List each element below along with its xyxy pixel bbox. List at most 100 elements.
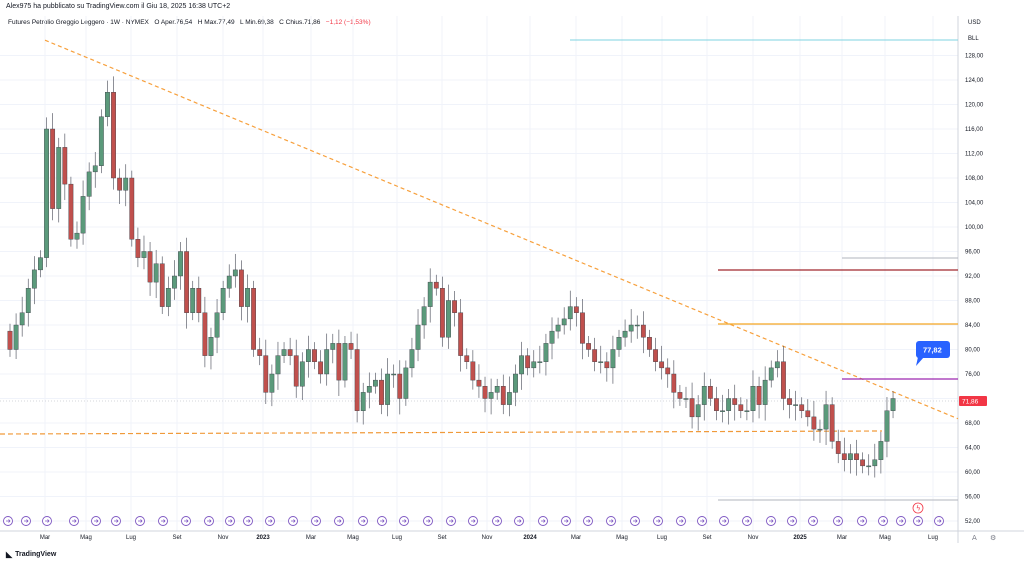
candle (330, 333, 336, 364)
candle-body (214, 312, 220, 338)
candle (31, 256, 37, 305)
candle (433, 274, 439, 296)
time-tick-label: Mag (879, 535, 891, 541)
candle (74, 221, 80, 249)
candle-body (653, 349, 658, 362)
grid-lines (0, 16, 958, 531)
candle-body (86, 171, 92, 197)
economic-event-icon (719, 516, 729, 526)
price-callout-badge[interactable]: 77,82 (916, 341, 950, 366)
last-price-text: 71,86 (962, 399, 979, 406)
candle-body (610, 349, 616, 369)
candle-body (147, 251, 153, 283)
candle (616, 329, 622, 357)
candle-body (293, 355, 299, 387)
candle-body (281, 349, 287, 356)
corner-controls[interactable]: A ⚙ (972, 534, 996, 542)
candle (793, 390, 799, 421)
economic-event-icon (181, 516, 191, 526)
candle-body (744, 410, 750, 412)
economic-event-icon (913, 516, 923, 526)
candle-body (31, 269, 37, 289)
symbol-name: Futures Petrolio Greggio Leggero · 1W · … (8, 19, 149, 26)
candle-body (269, 373, 275, 393)
high-label: H (197, 19, 203, 26)
economic-event-icon (676, 516, 686, 526)
candle-body (494, 386, 500, 393)
candle (391, 364, 397, 388)
candle-body (647, 337, 652, 350)
candle-body (403, 367, 409, 399)
last-price-badge: 71,86 (959, 396, 987, 406)
candle-body (208, 337, 214, 356)
price-tick-label: 104,00 (965, 201, 984, 207)
time-tick-label: 2023 (256, 535, 270, 541)
candle (439, 276, 445, 347)
time-tick-label: Mag (80, 535, 92, 541)
published-by-text: Alex975 ha pubblicato su TradingView.com… (6, 3, 231, 10)
candle-body (640, 324, 646, 338)
economic-event-icon (423, 516, 433, 526)
candle (476, 364, 482, 398)
time-tick-label: 2025 (793, 535, 807, 541)
candle (342, 336, 348, 388)
support-line (0, 430, 883, 435)
candle-body (671, 373, 677, 393)
candle-body (513, 373, 518, 393)
candle-body (774, 361, 780, 369)
candle (111, 76, 116, 190)
candle-body (854, 453, 859, 460)
candle-body (488, 392, 494, 399)
candle-body (263, 355, 269, 393)
candle-body (781, 361, 786, 399)
candle (756, 376, 762, 419)
economic-event-icon (158, 516, 168, 526)
candle (251, 280, 256, 357)
candle-body (622, 330, 628, 338)
candle-body (561, 318, 567, 326)
economic-event-icon (311, 516, 321, 526)
candle (866, 454, 872, 476)
candle-body (80, 196, 86, 234)
candle (56, 137, 62, 223)
unit-label[interactable]: BLL (968, 36, 979, 42)
price-tick-label: 52,00 (965, 519, 981, 525)
candle (787, 389, 792, 419)
candle (513, 364, 518, 407)
candle-body (519, 355, 524, 375)
candle-body (13, 324, 19, 350)
time-tick-label: Set (702, 535, 711, 541)
currency-label[interactable]: USD (968, 20, 981, 26)
candle (257, 337, 263, 366)
candle-body (787, 398, 792, 405)
candle (817, 419, 823, 443)
candle (823, 390, 829, 446)
candle (281, 342, 287, 363)
event-icons-row (3, 516, 944, 526)
candle-body (756, 386, 762, 405)
candle (44, 117, 49, 268)
candle (671, 360, 677, 409)
settings-icon: ⚙ (990, 534, 996, 542)
candle (470, 350, 476, 390)
candle (98, 109, 104, 174)
price-tick-label: 64,00 (965, 446, 981, 452)
candle (19, 296, 25, 337)
candle-body (336, 343, 342, 381)
economic-event-icon (697, 516, 707, 526)
price-tick-label: 124,00 (965, 78, 984, 84)
candle (677, 385, 683, 406)
candle (62, 133, 68, 201)
candle (835, 429, 841, 464)
candle (647, 329, 652, 357)
lightning-icon[interactable]: ϟ (912, 502, 924, 514)
economic-event-icon (334, 516, 344, 526)
candle (519, 341, 524, 390)
candle (226, 264, 232, 298)
candle-body (324, 349, 330, 375)
tradingview-logo[interactable]: ◣ TradingView (6, 550, 56, 559)
candle-body (446, 300, 451, 338)
candle-body (202, 312, 208, 356)
candle-body (482, 386, 488, 399)
